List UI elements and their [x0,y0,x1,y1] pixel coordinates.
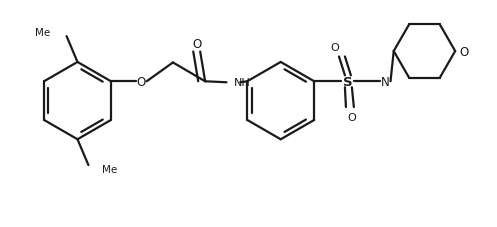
Text: O: O [347,112,356,122]
Text: Me: Me [102,164,117,174]
Text: O: O [136,75,145,88]
Text: O: O [460,45,469,58]
Text: S: S [343,75,353,88]
Text: O: O [192,37,201,50]
Text: N: N [381,75,390,88]
Text: Me: Me [35,28,51,38]
Text: O: O [331,42,339,52]
Text: NH: NH [234,78,250,88]
